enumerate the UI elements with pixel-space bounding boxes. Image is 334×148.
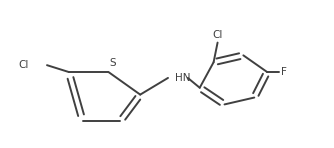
Text: Cl: Cl	[212, 30, 223, 40]
Text: S: S	[109, 58, 116, 68]
Text: HN: HN	[175, 73, 190, 83]
Text: Cl: Cl	[19, 60, 29, 70]
Text: F: F	[281, 67, 287, 77]
